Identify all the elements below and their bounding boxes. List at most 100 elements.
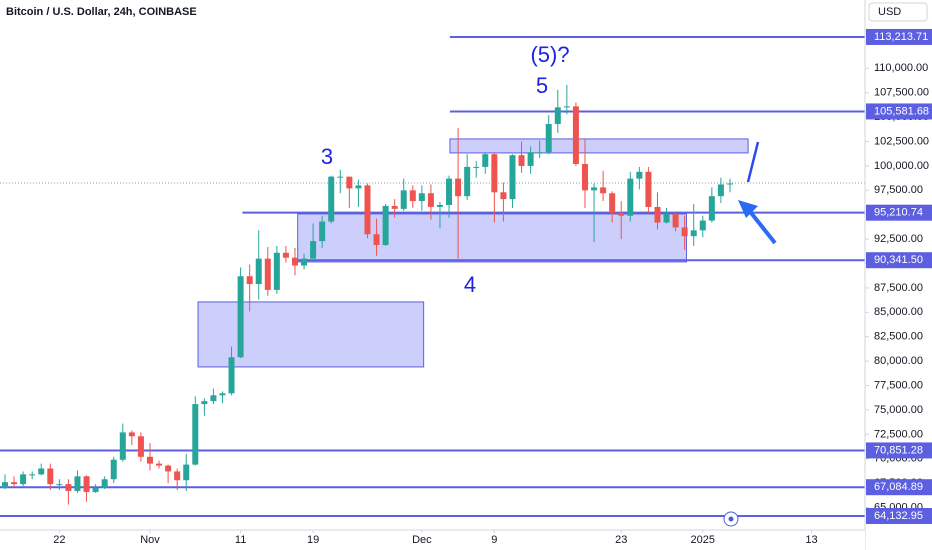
candle-body (455, 178, 462, 197)
candle-body (418, 193, 425, 202)
wave-label: 3 (321, 144, 333, 169)
candle-body (137, 436, 144, 457)
candle-body (273, 252, 280, 290)
candle-body (219, 393, 226, 396)
level-price-label: 105,581.68 (874, 105, 929, 117)
level-price-tag (866, 28, 932, 45)
candle-body (319, 221, 326, 242)
candle-body (663, 213, 670, 223)
candle-body (717, 184, 724, 197)
x-tick-label: Dec (412, 534, 432, 546)
candle-body (355, 185, 362, 189)
level-price-tag (866, 252, 932, 269)
candle-body (92, 488, 99, 492)
currency-button[interactable] (868, 2, 928, 22)
level-price-label: 113,213.71 (874, 31, 928, 43)
candle-body (699, 220, 706, 231)
candle-body (672, 213, 679, 228)
candle-body (156, 463, 163, 466)
candle-body (310, 241, 317, 259)
candle-body (382, 205, 389, 245)
zone (197, 301, 425, 368)
candle-body (146, 456, 153, 464)
candle-body (591, 187, 598, 191)
currency-label[interactable]: USD (878, 6, 901, 18)
candle-body (364, 185, 371, 235)
zone (449, 138, 749, 154)
level-price-label: 64,132.95 (874, 510, 923, 522)
candle-body (74, 476, 81, 491)
x-tick-label: 11 (235, 534, 246, 546)
x-tick-label: 9 (491, 534, 497, 546)
candle-body (38, 468, 45, 475)
candle-body (645, 171, 652, 207)
candle-body (482, 154, 489, 167)
level-price-label: 70,851.28 (874, 444, 923, 456)
x-tick-label: 13 (805, 534, 817, 546)
level-price-label: 90,341.50 (874, 254, 923, 266)
candle-body (473, 166, 480, 168)
candle-body (627, 178, 634, 216)
level-price-tag (866, 508, 932, 525)
candle-body (491, 154, 498, 193)
chart-title: Bitcoin / U.S. Dollar, 24h, COINBASE (6, 6, 197, 18)
y-tick-label: 85,000.00 (874, 306, 923, 318)
candle-body (165, 465, 172, 472)
candle-body (527, 152, 534, 166)
candle-body (1, 482, 8, 489)
candle-body (572, 106, 579, 164)
level-price-label: 95,210.74 (874, 207, 923, 219)
x-tick-label: 2025 (691, 534, 715, 546)
level-price-label: 67,084.89 (874, 481, 923, 493)
arrow-head (738, 200, 758, 218)
candle-body (518, 155, 525, 166)
candle-body (192, 404, 199, 465)
y-tick-label: 82,500.00 (874, 331, 923, 343)
y-tick-label: 110,000.00 (874, 62, 928, 74)
candle-body (436, 204, 443, 207)
candle-body (119, 432, 126, 460)
candle-body (545, 123, 552, 153)
candle-body (708, 196, 715, 221)
y-tick-label: 102,500.00 (874, 135, 929, 147)
y-tick-label: 97,500.00 (874, 184, 923, 196)
candle-body (536, 152, 543, 154)
event-icon-dot (728, 516, 734, 522)
candle-body (228, 357, 235, 394)
level-price-tag (866, 204, 932, 221)
y-tick-label: 77,500.00 (874, 379, 923, 391)
candle-body (654, 206, 661, 223)
wave-label: (5)? (530, 42, 569, 67)
wave-label: 5 (536, 73, 548, 98)
candle-body (446, 178, 453, 205)
candle-body (464, 166, 471, 197)
x-tick-label: Nov (140, 534, 160, 546)
y-tick-label: 100,000.00 (874, 160, 929, 172)
y-tick-label: 92,500.00 (874, 233, 923, 245)
candle-body (400, 190, 407, 209)
y-tick-label: 107,500.00 (874, 87, 929, 99)
candle-body (11, 482, 18, 485)
candle-body (301, 258, 308, 266)
y-tick-label: 75,000.00 (874, 404, 923, 416)
candle-body (563, 106, 570, 108)
level-price-tag (866, 479, 932, 496)
price-axis-bg (865, 0, 932, 550)
y-tick-label: 87,500.00 (874, 282, 923, 294)
level-price-tag (866, 442, 932, 459)
time-axis-bg (0, 530, 865, 550)
candle-body (264, 258, 271, 290)
candle-body (83, 476, 90, 492)
x-tick-label: 19 (307, 534, 319, 546)
candle-body (210, 395, 217, 402)
candle-body (409, 190, 416, 202)
candle-body (636, 171, 643, 179)
candle-body (600, 187, 607, 194)
candle-body (20, 474, 27, 485)
candle-body (174, 471, 181, 481)
candle-body (681, 227, 688, 237)
candle-body (337, 176, 344, 178)
